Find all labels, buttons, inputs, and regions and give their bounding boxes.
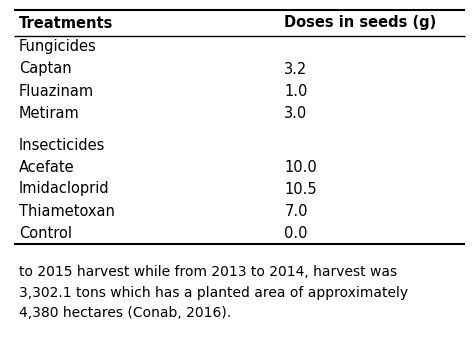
Text: Thiametoxan: Thiametoxan	[19, 203, 115, 218]
Text: Fluazinam: Fluazinam	[19, 83, 94, 98]
Text: 10.0: 10.0	[284, 160, 317, 174]
Text: Insecticides: Insecticides	[19, 137, 105, 153]
Text: Fungicides: Fungicides	[19, 39, 97, 54]
Text: 1.0: 1.0	[284, 83, 308, 98]
Text: Imidacloprid: Imidacloprid	[19, 182, 109, 197]
Text: Doses in seeds (g): Doses in seeds (g)	[284, 15, 437, 30]
Text: Treatments: Treatments	[19, 15, 113, 30]
Text: 10.5: 10.5	[284, 182, 317, 197]
Text: Captan: Captan	[19, 62, 72, 77]
Text: 0.0: 0.0	[284, 226, 308, 241]
Text: 3.2: 3.2	[284, 62, 308, 77]
Text: Acefate: Acefate	[19, 160, 74, 174]
Text: 3.0: 3.0	[284, 106, 308, 121]
Text: 7.0: 7.0	[284, 203, 308, 218]
Text: Metiram: Metiram	[19, 106, 80, 121]
Text: Control: Control	[19, 226, 72, 241]
Text: to 2015 harvest while from 2013 to 2014, harvest was
3,302.1 tons which has a pl: to 2015 harvest while from 2013 to 2014,…	[19, 265, 408, 320]
